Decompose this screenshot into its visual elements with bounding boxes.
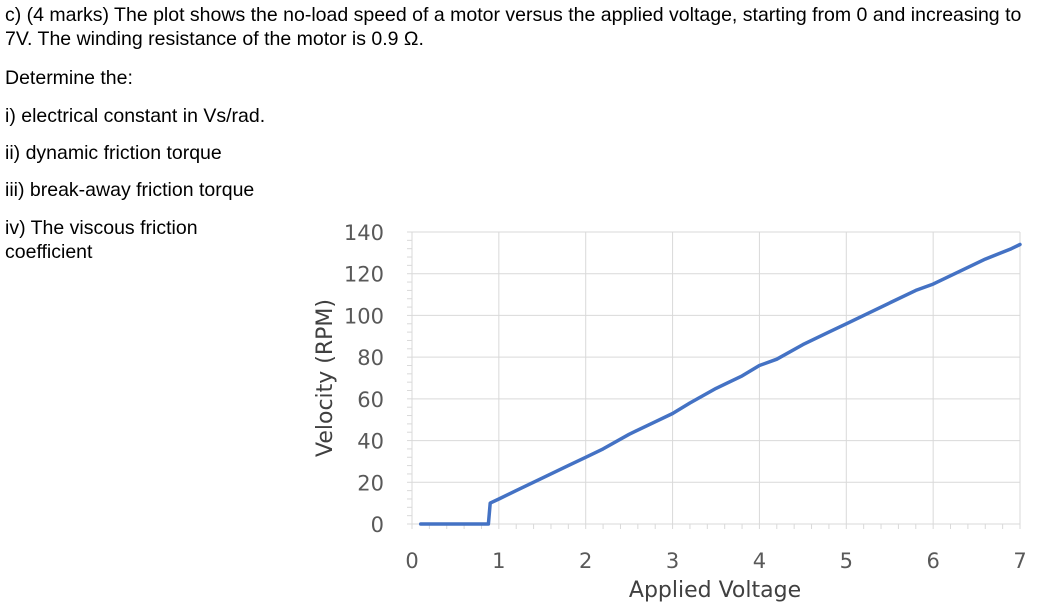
x-axis-label: Applied Voltage — [629, 578, 801, 603]
x-tick-label: 1 — [492, 549, 505, 573]
series-line — [418, 242, 1022, 526]
x-tick-label: 6 — [926, 549, 939, 573]
question-intro: c) (4 marks) The plot shows the no-load … — [5, 4, 1022, 50]
y-tick-label: 0 — [371, 513, 384, 537]
chart-series — [418, 242, 1022, 526]
x-tick-label: 2 — [579, 549, 592, 573]
y-tick-label: 140 — [344, 221, 384, 245]
chart-grid — [407, 231, 1021, 529]
y-axis-label: Velocity (RPM) — [313, 299, 338, 457]
y-tick-label: 80 — [357, 346, 384, 370]
x-tick-label: 4 — [753, 549, 766, 573]
y-tick-label: 120 — [344, 263, 384, 287]
x-tick-label: 7 — [1013, 549, 1026, 573]
x-tick-label: 5 — [840, 549, 853, 573]
question-item-1: i) electrical constant in Vs/rad. — [5, 105, 266, 127]
y-tick-label: 60 — [357, 388, 384, 412]
y-tick-label: 100 — [344, 304, 384, 328]
chart-tick-labels: 0 20 40 60 80 100 120 140 0 1 2 3 4 5 6 7 — [344, 221, 1027, 573]
question-item-4: iv) The viscous friction coefficient — [5, 217, 198, 263]
question-item-3: iii) break-away friction torque — [5, 179, 255, 201]
x-tick-label: 3 — [666, 549, 679, 573]
x-tick-label: 0 — [405, 549, 418, 573]
y-tick-label: 40 — [357, 430, 384, 454]
question-item-2: ii) dynamic friction torque — [5, 142, 222, 164]
y-tick-label: 20 — [357, 471, 384, 495]
question-prompt: Determine the: — [5, 67, 133, 89]
